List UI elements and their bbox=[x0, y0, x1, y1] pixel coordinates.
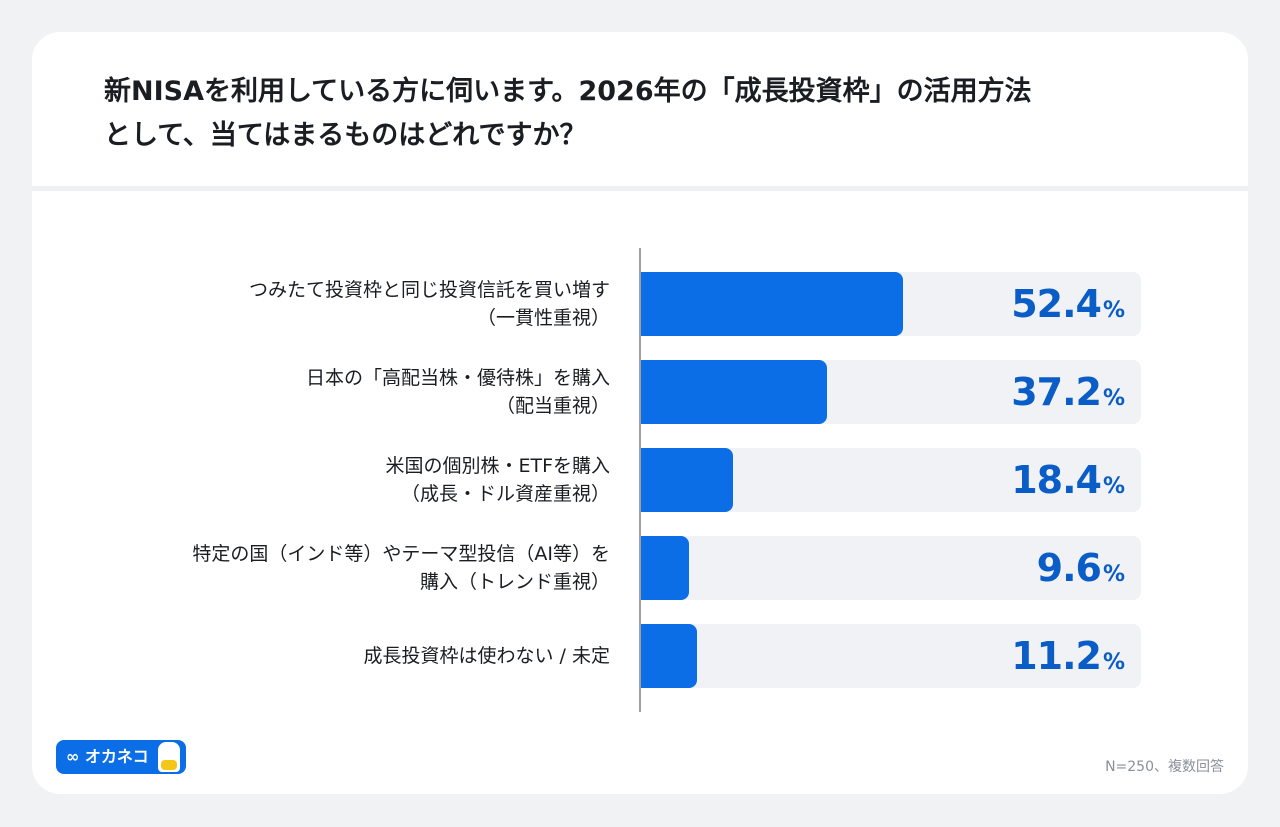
data-label-unit: % bbox=[1102, 650, 1125, 675]
data-label-value: 11.2 bbox=[1011, 634, 1102, 678]
category-label: 特定の国（インド等）やテーマ型投信（AI等）を購入（トレンド重視） bbox=[90, 540, 610, 596]
title-line: として、当てはまるものはどれですか？ bbox=[104, 120, 587, 151]
category-label: つみたて投資枠と同じ投資信託を買い増す （一貫性重視） bbox=[90, 276, 610, 332]
title-line: 新NISAを利用している方に伺います。2026年の「成長投資枠」の活用方法 bbox=[104, 76, 1032, 107]
bar bbox=[641, 360, 827, 424]
bar bbox=[641, 272, 903, 336]
cat-mascot-icon bbox=[158, 742, 180, 772]
data-label-unit: % bbox=[1102, 474, 1125, 499]
bar-track bbox=[641, 624, 1141, 688]
data-label-value: 18.4 bbox=[1011, 458, 1102, 502]
category-label-line: （配当重視） bbox=[495, 395, 610, 417]
data-label: 52.4% bbox=[1011, 272, 1125, 336]
bar bbox=[641, 624, 697, 688]
bar bbox=[641, 448, 733, 512]
data-label: 37.2% bbox=[1011, 360, 1125, 424]
category-label-line: つみたて投資枠と同じ投資信託を買い増す bbox=[248, 279, 610, 301]
category-label: 米国の個別株・ETFを購入 （成長・ドル資産重視） bbox=[90, 452, 610, 508]
category-label-line: 成長投資枠は使わない / 未定 bbox=[363, 645, 610, 667]
category-label-line: （成長・ドル資産重視） bbox=[400, 483, 610, 505]
data-label-unit: % bbox=[1102, 298, 1125, 323]
chart-card: 新NISAを利用している方に伺います。2026年の「成長投資枠」の活用方法 とし… bbox=[32, 32, 1248, 794]
bar bbox=[641, 536, 689, 600]
data-label: 11.2% bbox=[1011, 624, 1125, 688]
sample-note: N=250、複数回答 bbox=[1105, 759, 1224, 775]
data-label: 9.6% bbox=[1036, 536, 1125, 600]
category-label: 日本の「高配当株・優待株」を購入 （配当重視） bbox=[90, 364, 610, 420]
data-label-unit: % bbox=[1102, 562, 1125, 587]
data-label-value: 52.4 bbox=[1011, 282, 1102, 326]
data-label-value: 37.2 bbox=[1011, 370, 1102, 414]
chart-title: 新NISAを利用している方に伺います。2026年の「成長投資枠」の活用方法 とし… bbox=[104, 70, 1184, 158]
category-label: 成長投資枠は使わない / 未定 bbox=[90, 642, 610, 670]
category-label-line: 特定の国（インド等）やテーマ型投信（AI等）を bbox=[192, 543, 610, 565]
category-label-line: 米国の個別株・ETFを購入 bbox=[385, 455, 610, 477]
header: 新NISAを利用している方に伺います。2026年の「成長投資枠」の活用方法 とし… bbox=[32, 32, 1248, 191]
category-label-line: （一貫性重視） bbox=[476, 307, 610, 329]
okaneko-logo: ∞ オカネコ bbox=[56, 740, 186, 774]
y-axis-line bbox=[639, 248, 641, 712]
data-label-value: 9.6 bbox=[1036, 546, 1102, 590]
category-label-line: 購入（トレンド重視） bbox=[419, 571, 610, 593]
logo-text: ∞ オカネコ bbox=[66, 747, 149, 766]
bar-track bbox=[641, 536, 1141, 600]
data-label-unit: % bbox=[1102, 386, 1125, 411]
category-label-line: 日本の「高配当株・優待株」を購入 bbox=[305, 367, 610, 389]
data-label: 18.4% bbox=[1011, 448, 1125, 512]
